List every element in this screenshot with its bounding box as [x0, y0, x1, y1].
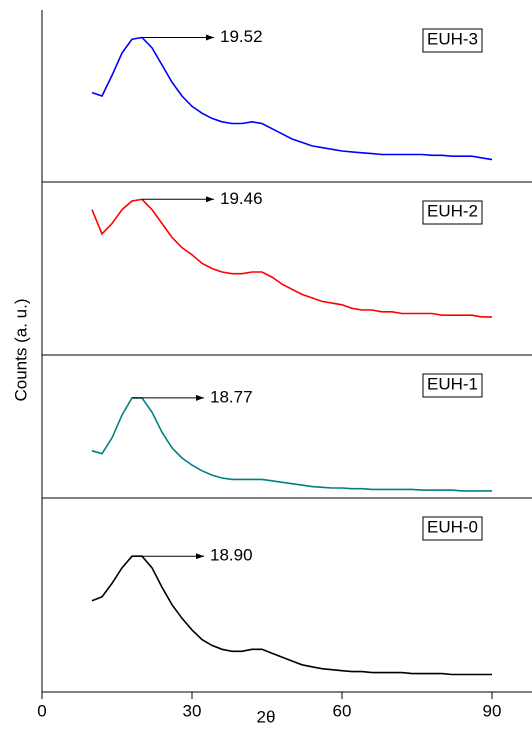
x-tick-label: 60	[333, 701, 352, 720]
annotation: 18.77	[210, 387, 253, 406]
legend-box	[422, 28, 483, 53]
legend-label: EUH-2	[427, 201, 478, 220]
legend-box	[422, 373, 483, 398]
data-line	[91, 397, 492, 492]
legend-label: EUH-3	[427, 29, 478, 48]
data-line	[91, 555, 492, 676]
y-axis-label: Counts (a. u.)	[11, 299, 30, 402]
data-line	[91, 198, 492, 318]
annotation: 18.90	[210, 546, 253, 565]
legend-label: EUH-0	[427, 517, 478, 536]
x-tick-label: 0	[37, 701, 46, 720]
x-tick-label: 90	[483, 701, 502, 720]
annotation: 19.46	[220, 189, 263, 208]
x-tick-label: 30	[183, 701, 202, 720]
legend-box	[422, 516, 483, 541]
annotation: 19.52	[220, 27, 263, 46]
legend-box	[422, 200, 483, 225]
data-line	[91, 36, 493, 161]
legend-label: EUH-1	[427, 374, 478, 393]
x-axis-label: 2θ	[257, 707, 276, 726]
